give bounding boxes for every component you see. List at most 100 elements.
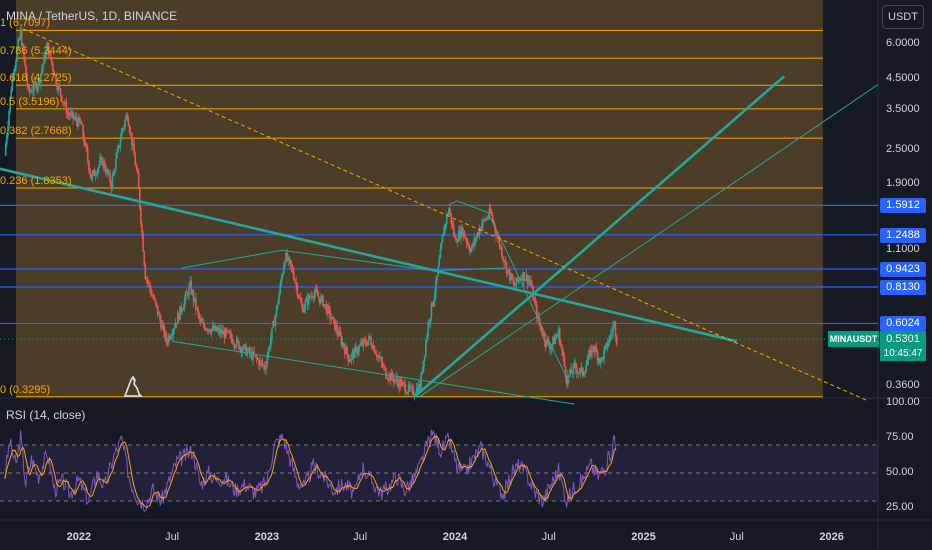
candle-body [344, 347, 346, 355]
candle-body [107, 169, 109, 175]
candle-body [56, 84, 58, 90]
candle-body [477, 232, 480, 235]
fib-label-3: 0.5 (3.5196) [0, 95, 59, 108]
candle-body [58, 85, 61, 89]
candle-body [20, 29, 23, 46]
time-tick-1: Jul [165, 531, 180, 543]
candle-body [138, 189, 141, 209]
candle-body [546, 339, 549, 341]
trend-line-0 [0, 167, 738, 343]
candle-body [521, 278, 523, 281]
candle-body [199, 319, 202, 322]
candle-body [586, 360, 589, 366]
currency-button[interactable]: USDT [882, 5, 924, 29]
candle-body [156, 305, 159, 315]
candle-body [613, 321, 615, 327]
candle-body [183, 299, 186, 308]
candle-body [140, 208, 142, 225]
candle-body [192, 291, 195, 302]
candle-body [18, 38, 21, 40]
candle-body [471, 244, 473, 251]
candle-body [265, 365, 267, 370]
candle-body [390, 372, 393, 381]
candle-body [470, 250, 472, 252]
candle-body [170, 336, 172, 339]
candle-body [115, 158, 117, 171]
candle-body [360, 342, 363, 345]
candle-body [456, 241, 459, 243]
candle-body [274, 314, 277, 326]
candle-body [572, 364, 575, 374]
candle-body [406, 392, 409, 394]
candle-body [550, 347, 552, 350]
candle-body [149, 282, 151, 289]
candle-body [440, 242, 443, 249]
candle-body [434, 293, 436, 301]
candle-body [68, 114, 71, 116]
candle-body [394, 379, 396, 383]
candle-body [266, 356, 269, 366]
candle-body [484, 219, 486, 221]
candle-body [495, 230, 497, 237]
time-tick-0: 2022 [66, 531, 92, 543]
candle-body [595, 346, 598, 352]
candle-body [565, 377, 568, 385]
candle-body [144, 264, 147, 279]
candle-body [328, 306, 330, 310]
candle-body [134, 155, 137, 166]
candle-body [165, 333, 168, 343]
candle-body [493, 220, 495, 224]
candle-body [187, 292, 189, 296]
candle-body [25, 65, 27, 77]
candle-body [275, 305, 278, 315]
candle-body [612, 326, 614, 333]
candle-body [241, 349, 244, 353]
candle-body [13, 67, 16, 76]
candle-body [273, 321, 276, 326]
candle-body [109, 173, 111, 183]
candle-body [530, 280, 532, 286]
candle-body [428, 322, 431, 324]
candle-body [511, 273, 513, 280]
candle-body [608, 336, 611, 343]
candle-body [264, 365, 266, 370]
candle-body [418, 384, 420, 394]
symbol-badge: MINAUSDT [828, 331, 879, 347]
candle-body [256, 358, 259, 360]
candle-body [209, 331, 212, 334]
trend-line-2 [419, 84, 879, 397]
candle-body [50, 58, 53, 64]
candle-body [252, 351, 254, 360]
candle-body [57, 85, 60, 90]
candle-body [372, 346, 375, 350]
candle-body [85, 143, 88, 151]
candle-body [218, 328, 221, 334]
candle-body [425, 341, 427, 356]
candle-body [502, 256, 504, 260]
candle-body [128, 125, 131, 132]
candle-body [476, 232, 479, 237]
candle-body [279, 283, 282, 294]
candle-body [182, 307, 185, 310]
candle-body [222, 331, 225, 335]
candle-body [377, 355, 379, 358]
candle-body [597, 358, 600, 361]
candle-body [438, 259, 441, 267]
candle-body [243, 344, 246, 346]
candle-body [522, 272, 524, 281]
candle-body [162, 324, 164, 326]
candle-body [378, 355, 380, 358]
candle-body [10, 90, 13, 98]
candle-body [560, 344, 562, 346]
candle-body [4, 144, 7, 156]
fib-zone [15, 0, 823, 397]
candle-body [220, 329, 222, 334]
candle-body [26, 76, 29, 86]
candle-body [524, 279, 527, 282]
candle-body [531, 285, 533, 287]
candle-body [43, 55, 45, 65]
candle-body [247, 347, 250, 351]
candle-body [371, 344, 374, 350]
